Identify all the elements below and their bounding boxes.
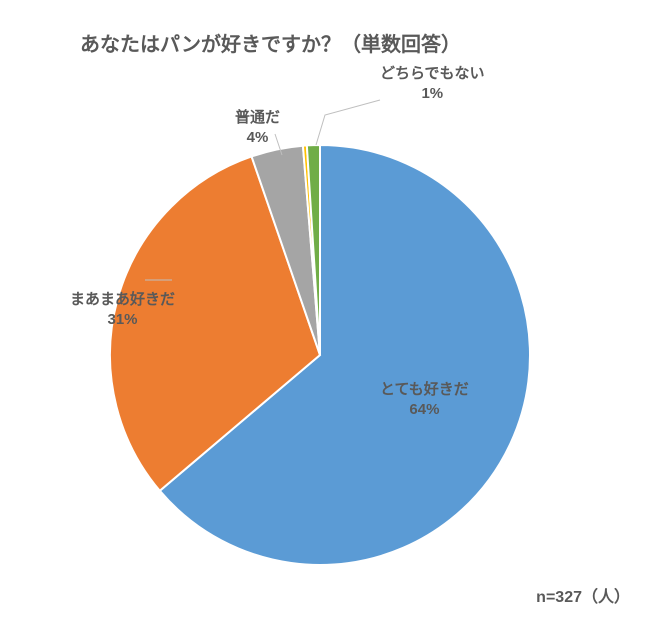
slice-label: まあまあ好きだ31% [70, 290, 175, 331]
slice-label: とても好きだ64% [380, 380, 469, 421]
sample-size-footnote: n=327（人） [536, 583, 630, 607]
slice-label: どちらでもない1% [380, 64, 485, 105]
leader-line [316, 100, 380, 145]
slice-label: 普通だ4% [235, 108, 280, 149]
